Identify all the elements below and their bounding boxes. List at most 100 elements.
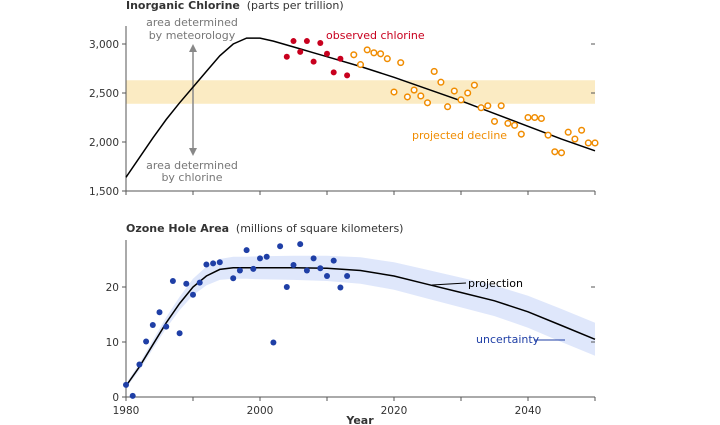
projected-chlorine-point <box>511 121 519 129</box>
ozone-point <box>230 275 237 282</box>
chlorine-y-tick-label: 3,000 <box>89 39 119 51</box>
projected-chlorine-point <box>444 103 452 111</box>
observed-chlorine-points <box>283 38 351 79</box>
projected-chlorine-point <box>557 149 566 157</box>
projected-chlorine-point <box>397 59 405 67</box>
projected-chlorine-point <box>437 78 445 86</box>
ozone-y-tick-label: 10 <box>106 337 119 349</box>
ozone-point <box>344 273 351 279</box>
projected-chlorine-point <box>464 89 472 97</box>
ozone-point <box>216 259 223 266</box>
ozone-title: Ozone Hole Area (millions of square kilo… <box>126 222 403 235</box>
ozone-point <box>303 267 310 274</box>
ozone-point <box>236 267 243 274</box>
chlorine-label-2: by chlorine <box>161 171 222 184</box>
observed-chlorine-point <box>330 69 337 76</box>
observed-chlorine-point <box>344 72 351 79</box>
projected-chlorine-points <box>350 46 599 157</box>
projected-chlorine-point <box>370 49 378 57</box>
projected-chlorine-point <box>450 87 458 95</box>
projected-chlorine-point <box>584 139 592 147</box>
projected-chlorine-point <box>430 67 438 75</box>
projected-chlorine-point <box>377 50 385 58</box>
uncertainty-band <box>126 255 595 389</box>
projected-chlorine-point <box>490 117 499 125</box>
chlorine-chart: Inorganic Chlorine (parts per trillion) … <box>89 0 599 198</box>
uncertainty-label: uncertainty <box>476 333 540 346</box>
projection-label: projection <box>468 277 523 290</box>
chlorine-y-tick-label: 2,500 <box>89 88 119 100</box>
projection-curve <box>125 267 596 387</box>
projected-chlorine-point <box>544 131 552 139</box>
ozone-point <box>123 381 129 388</box>
projected-decline-label: projected decline <box>412 129 507 142</box>
observed-chlorine-point <box>317 40 324 47</box>
projected-chlorine-point <box>356 61 365 69</box>
meteorology-label-2: by meteorology <box>149 29 236 42</box>
chlorine-y-tick-label: 2,000 <box>89 137 119 149</box>
observed-chlorine-point <box>283 53 290 60</box>
ozone-gridlines <box>591 286 595 398</box>
projected-chlorine-point <box>517 130 525 138</box>
projected-chlorine-point <box>504 119 512 127</box>
projected-chlorine-point <box>423 99 432 107</box>
ozone-point <box>250 265 257 272</box>
ozone-point <box>257 255 263 262</box>
ozone-point <box>156 309 163 316</box>
ozone-x-tick-label: 2040 <box>515 405 542 417</box>
projected-chlorine-point <box>571 135 579 143</box>
projected-chlorine-point <box>350 51 358 59</box>
observed-chlorine-point <box>303 38 310 45</box>
ozone-point <box>277 243 284 250</box>
ozone-point <box>169 277 176 284</box>
ozone-point <box>203 261 210 268</box>
projected-chlorine-point <box>578 126 586 134</box>
ozone-y-ticks: 0 10 20 <box>106 282 126 404</box>
ozone-x-tick-label: 2000 <box>247 405 274 417</box>
meteorology-label-1: area determined <box>146 16 238 29</box>
ozone-point <box>190 291 196 298</box>
chlorine-model-curve <box>125 37 596 178</box>
projected-chlorine-point <box>591 139 599 147</box>
ozone-point <box>129 392 136 399</box>
projected-chlorine-point <box>551 148 559 156</box>
chlorine-gridlines <box>591 43 595 192</box>
projected-chlorine-point <box>484 102 492 110</box>
ozone-point <box>337 284 344 291</box>
ozone-point <box>183 280 190 287</box>
projected-chlorine-point <box>403 93 411 101</box>
ozone-point <box>297 241 304 248</box>
projected-chlorine-point <box>524 113 532 122</box>
observed-chlorine-point <box>290 38 297 45</box>
ozone-point <box>317 265 324 272</box>
arrow-head-down <box>189 148 197 156</box>
ozone-chart: Ozone Hole Area (millions of square kilo… <box>106 222 596 425</box>
ozone-point <box>210 260 217 267</box>
projected-chlorine-point <box>470 81 478 89</box>
projected-chlorine-point <box>417 92 425 100</box>
ozone-point <box>263 253 270 260</box>
ozone-x-ticks: 1980 2000 2020 2040 <box>113 397 596 417</box>
ozone-point <box>270 339 277 346</box>
observed-chlorine-point <box>324 50 330 57</box>
chlorine-x-ticks <box>125 191 596 195</box>
ozone-x-tick-label: 2020 <box>381 405 408 417</box>
ozone-point <box>163 323 170 330</box>
ozone-point <box>143 338 150 345</box>
ozone-point <box>136 361 143 368</box>
projected-chlorine-point <box>531 113 539 122</box>
observed-chlorine-label: observed chlorine <box>326 29 425 42</box>
projection-leader <box>431 282 467 286</box>
ozone-point <box>290 262 297 268</box>
observed-chlorine-point <box>337 55 344 62</box>
projected-chlorine-point <box>537 114 545 123</box>
ozone-x-tick-label: 1980 <box>113 405 140 417</box>
arrow-head-up <box>189 44 197 52</box>
projected-chlorine-point <box>383 55 391 63</box>
projected-chlorine-point <box>410 86 418 94</box>
projected-chlorine-point <box>497 102 505 110</box>
chlorine-y-ticks: 1,500 2,000 2,500 3,000 <box>89 39 126 198</box>
ozone-point <box>324 273 330 279</box>
ozone-point <box>176 330 183 337</box>
